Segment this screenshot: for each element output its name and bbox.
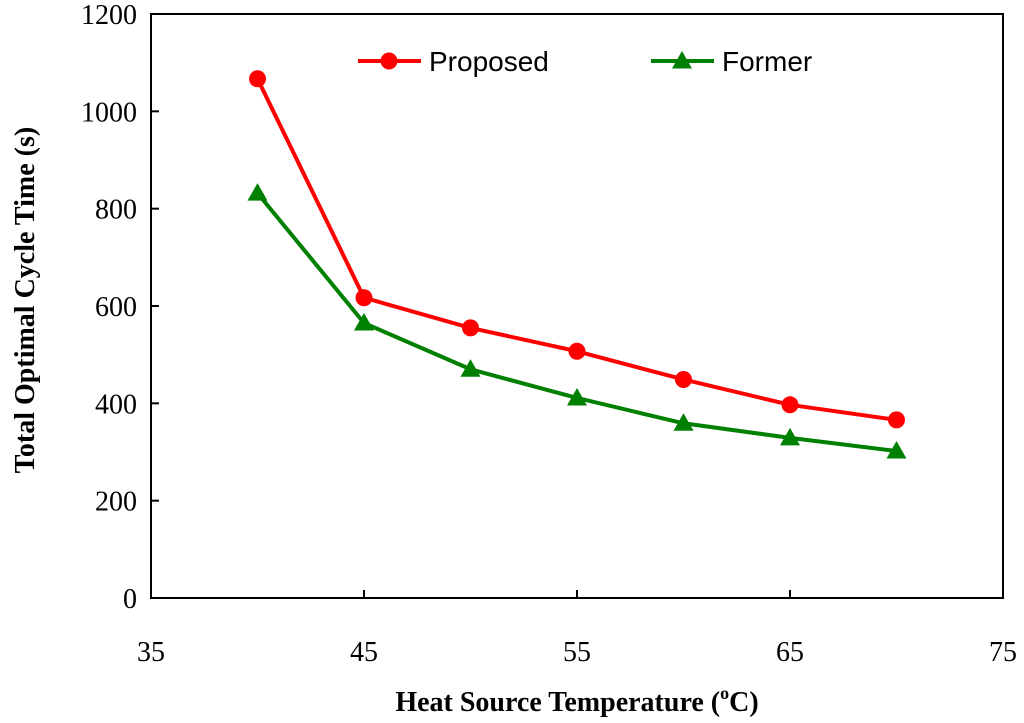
series-line-proposed (255, 77, 897, 422)
y-tick-label: 0 (123, 584, 137, 615)
x-tick-label: 65 (776, 637, 804, 668)
x-tick-label: 75 (989, 637, 1017, 668)
y-tick-label: 800 (95, 195, 137, 226)
data-point-proposed (675, 370, 692, 388)
legend-marker-former (672, 51, 692, 69)
y-tick-label: 200 (95, 487, 137, 518)
legend-marker-proposed (380, 52, 398, 70)
x-axis-title-superscript: o (720, 683, 729, 703)
data-point-former (354, 313, 374, 331)
data-point-former (247, 183, 268, 201)
data-point-former (567, 387, 587, 406)
legend-label-former: Former (722, 46, 812, 77)
data-point-former (780, 427, 800, 446)
x-tick-label: 35 (137, 637, 165, 668)
data-point-proposed (355, 289, 373, 307)
y-tick-label: 1000 (81, 97, 137, 128)
x-axis-title-main: Heat Source Temperature ( (395, 687, 720, 718)
data-point-proposed (462, 319, 479, 337)
series-line-former (255, 191, 897, 454)
data-point-proposed (888, 411, 905, 429)
data-point-proposed (249, 70, 266, 88)
x-axis-title-unit: C) (729, 687, 759, 718)
y-tick-label: 1200 (81, 0, 137, 31)
y-axis-title: Total Optimal Cycle Time (s) (10, 127, 41, 473)
plot-area-frame (150, 13, 1004, 599)
x-tick-label: 55 (563, 637, 591, 668)
data-point-former (460, 359, 481, 377)
y-tick-label: 600 (95, 292, 137, 323)
data-point-proposed (781, 396, 799, 414)
x-axis-title: Heat Source Temperature (oC) (395, 683, 758, 718)
legend-label-proposed: Proposed (429, 46, 549, 77)
y-tick-label: 400 (95, 389, 137, 420)
data-point-former (673, 413, 694, 431)
x-tick-label: 45 (350, 637, 378, 668)
data-point-former (886, 441, 907, 459)
data-point-proposed (568, 342, 586, 360)
